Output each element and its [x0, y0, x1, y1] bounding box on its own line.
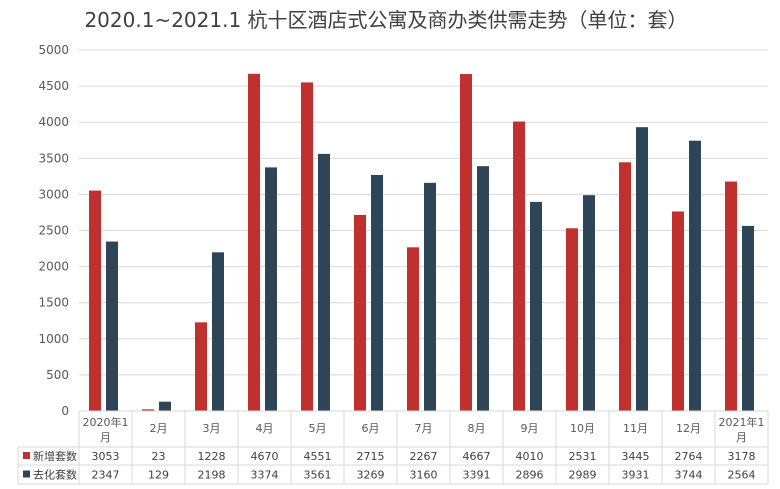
data-label: 4667 — [463, 450, 491, 463]
data-label: 4551 — [304, 450, 332, 463]
data-label: 3391 — [463, 469, 491, 482]
y-tick-label: 1500 — [38, 296, 69, 310]
category-label: 6月 — [362, 422, 380, 435]
y-tick-label: 2000 — [38, 260, 69, 274]
y-tick-label: 4000 — [38, 115, 69, 129]
y-tick-label: 1000 — [38, 332, 69, 346]
category-label: 10月 — [570, 422, 595, 435]
bar-sold — [636, 127, 648, 412]
data-label: 3374 — [251, 469, 279, 482]
data-label: 2715 — [357, 450, 385, 463]
data-label: 2531 — [569, 450, 597, 463]
bar-new — [566, 228, 578, 411]
bar-sold — [318, 153, 330, 411]
bar-new — [513, 121, 525, 411]
bar-sold — [265, 167, 277, 411]
data-table: 2020年1 月 2月 3月 4月 5月 6月 7月 8月 9月 10月 11月 12月 2021年1 月新… — [17, 410, 769, 485]
data-label: 3160 — [410, 469, 438, 482]
bar-sold — [477, 166, 489, 411]
category-label: 11月 — [623, 422, 648, 435]
category-label: 12月 — [676, 422, 701, 435]
legend-swatch — [23, 452, 30, 459]
chart-title: 2020.1~2021.1 杭十区酒店式公寓及商办类供需走势（单位：套） — [84, 8, 687, 32]
data-label: 2347 — [92, 469, 120, 482]
category-label: 3月 — [203, 422, 221, 435]
bar-new — [672, 211, 684, 411]
data-label: 4010 — [516, 450, 544, 463]
bar-new — [142, 409, 154, 411]
bar-new — [725, 181, 737, 411]
data-label: 2896 — [516, 469, 544, 482]
data-label: 3178 — [728, 450, 756, 463]
legend-label: 去化套数 — [33, 468, 77, 482]
bar-sold — [530, 201, 542, 411]
category-label: 2020年1 月 — [83, 415, 129, 444]
data-label: 23 — [152, 450, 166, 463]
bar-sold — [371, 174, 383, 411]
bar-sold — [742, 225, 754, 411]
data-label: 129 — [148, 469, 169, 482]
data-label: 1228 — [198, 450, 226, 463]
bar-new — [460, 74, 472, 411]
data-label: 3053 — [92, 450, 120, 463]
y-tick-label: 4500 — [38, 79, 69, 93]
data-label: 2764 — [675, 450, 703, 463]
bar-new — [89, 190, 101, 411]
y-axis: 0 500 1000 1500 2000 2500 3000 3500 4000 4500 5000 — [38, 43, 69, 418]
bar-sold — [159, 401, 171, 411]
y-tick-label: 500 — [46, 368, 69, 382]
bar-new — [354, 214, 366, 411]
bar-new — [619, 162, 631, 411]
bar-sold — [106, 241, 118, 411]
data-label: 2564 — [728, 469, 756, 482]
data-label: 2989 — [569, 469, 597, 482]
data-label: 3561 — [304, 469, 332, 482]
category-label: 4月 — [256, 422, 274, 435]
bar-new — [407, 247, 419, 411]
bars — [89, 73, 754, 412]
category-label: 7月 — [415, 422, 433, 435]
category-label: 9月 — [521, 422, 539, 435]
gridlines — [79, 49, 768, 412]
bar-sold — [689, 140, 701, 411]
y-tick-label: 2500 — [38, 224, 69, 238]
bar-new — [195, 322, 207, 411]
category-label: 2021年1 月 — [719, 415, 765, 444]
bar-new — [301, 82, 313, 412]
y-tick-label: 3000 — [38, 187, 69, 201]
bar-sold — [583, 195, 595, 411]
legend-swatch — [23, 470, 30, 478]
y-tick-label: 5000 — [38, 43, 69, 57]
y-tick-label: 3500 — [38, 151, 69, 165]
data-label: 3269 — [357, 469, 385, 482]
data-label: 3445 — [622, 450, 650, 463]
data-label: 3931 — [622, 469, 650, 482]
bar-new — [248, 73, 260, 412]
legend-label: 新增套数 — [33, 449, 77, 463]
bar-sold — [424, 182, 436, 411]
category-label: 5月 — [309, 422, 327, 435]
bar-sold — [212, 252, 224, 411]
y-tick-label: 0 — [61, 404, 69, 418]
data-label: 4670 — [251, 450, 279, 463]
category-label: 2月 — [150, 422, 168, 435]
data-label: 3744 — [675, 469, 703, 482]
category-label: 8月 — [468, 422, 486, 435]
data-label: 2198 — [198, 469, 226, 482]
data-label: 2267 — [410, 450, 438, 463]
